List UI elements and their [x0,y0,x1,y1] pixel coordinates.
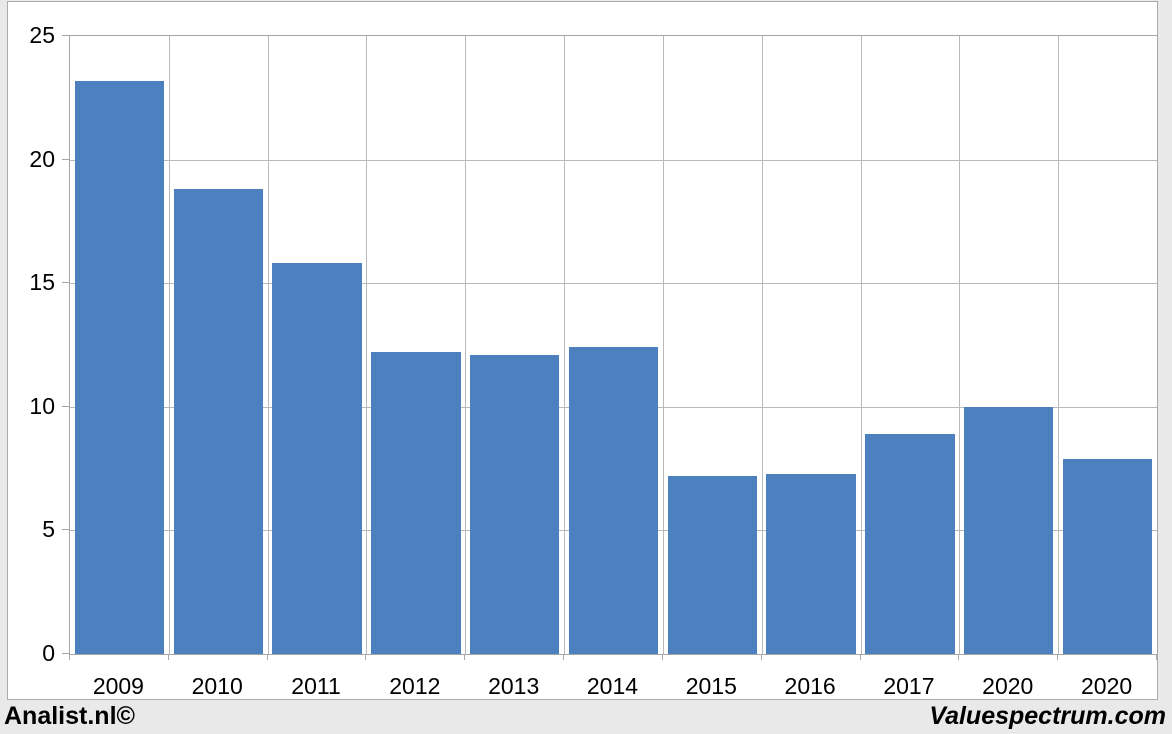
gridline-horizontal [70,283,1157,285]
gridline-vertical [267,36,269,654]
x-tick-label: 2010 [191,673,243,699]
gridline-vertical [761,36,763,654]
x-tick-mark [464,654,466,660]
y-tick-mark [62,35,69,36]
plot-area [69,35,1158,655]
y-tick-mark [62,405,69,407]
footer-strip: Analist.nl© Valuespectrum.com [0,702,1172,734]
bar-2020 [1062,458,1153,654]
x-tick-mark [859,654,861,660]
chart-frame: 0 5 10 15 20 25 2009 2010 2011 2012 2013 2014 2015 2… [7,1,1158,700]
valuespectrum-brand-label: Valuespectrum.com [929,701,1166,730]
x-tick-label: 2016 [784,673,836,699]
analist-brand-label: Analist.nl© [4,701,135,730]
gridline-vertical [366,36,368,654]
x-tick-mark [69,654,70,660]
y-tick-mark [62,282,69,284]
x-tick-label: 2017 [883,673,935,699]
gridline-vertical [168,36,170,654]
x-tick-mark [365,654,367,660]
x-tick-mark [760,654,762,660]
x-tick-label: 2014 [586,673,639,699]
x-tick-label: 2012 [389,673,441,699]
bar-2016 [766,473,856,654]
bar-2020 [964,406,1054,654]
y-tick-label: 10 [29,392,55,419]
bar-2017 [865,434,955,654]
x-tick-label: 2013 [488,673,540,699]
gridline-vertical [1058,36,1060,654]
x-tick-label: 2011 [291,673,341,699]
x-tick-label: 2020 [982,673,1034,699]
x-tick-mark [1156,654,1157,660]
bar-2014 [568,347,659,654]
x-tick-mark [958,654,960,660]
y-tick-mark [62,158,69,160]
y-tick-label: 5 [42,516,55,543]
y-tick-label: 25 [29,22,55,48]
x-tick-mark [563,654,565,660]
bar-2015 [667,476,758,654]
y-tick-label: 0 [42,640,55,666]
y-tick-label: 15 [29,269,55,296]
gridline-vertical [860,36,862,654]
x-tick-label: 2020 [1080,673,1133,699]
y-tick-label: 20 [29,145,55,172]
x-tick-label: 2015 [685,673,737,699]
gridline-horizontal [70,159,1157,161]
y-tick-mark [62,653,69,654]
y-tick-mark [62,529,69,531]
x-tick-mark [167,654,169,660]
gridline-vertical [564,36,566,654]
gridline-vertical [662,36,664,654]
x-tick-mark [661,654,663,660]
x-tick-mark [1057,654,1059,660]
x-tick-label: 2009 [92,673,144,699]
bar-2011 [272,263,362,654]
gridline-vertical [465,36,467,654]
bar-2012 [371,352,461,654]
x-tick-mark [266,654,268,660]
bar-2010 [173,189,263,654]
gridline-vertical [959,36,961,654]
bar-2013 [469,354,560,654]
bar-2009 [74,80,165,654]
